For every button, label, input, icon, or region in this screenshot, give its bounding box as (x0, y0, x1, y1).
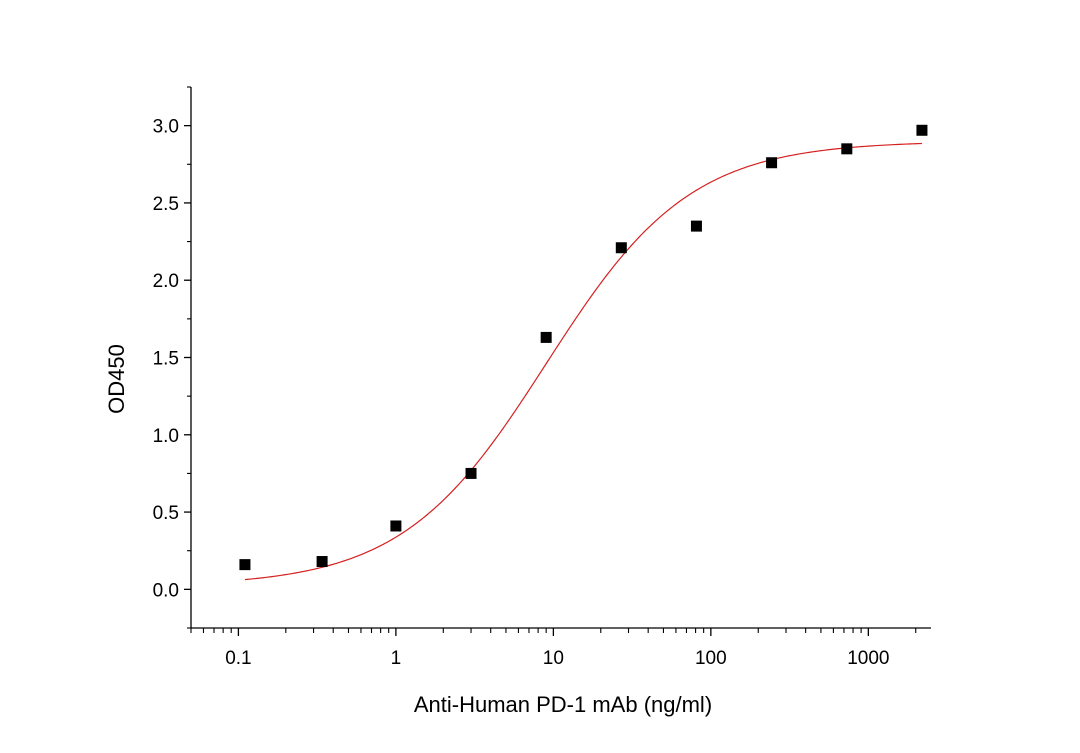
axes: 0.0 0.5 1.0 1.5 2.0 2.5 3.0 0.1 1 10 100 1000 (153, 86, 931, 669)
y-tick-label: 1.0 (153, 426, 179, 447)
data-point (615, 242, 627, 254)
data-point (916, 124, 928, 136)
y-tick-label: 0.5 (153, 503, 179, 524)
x-tick-label: 1 (391, 648, 402, 669)
y-tick-label: 1.5 (153, 349, 179, 370)
y-tick-label: 0.0 (153, 580, 179, 601)
x-tick-label: 100 (695, 648, 727, 669)
data-point (766, 157, 778, 169)
y-tick-label: 2.0 (153, 271, 179, 292)
x-axis-label: Anti-Human PD-1 mAb (ng/ml) (414, 692, 712, 717)
x-tick-label: 10 (543, 648, 564, 669)
data-point (316, 556, 328, 568)
x-tick-label: 0.1 (225, 648, 251, 669)
y-tick-label: 2.5 (153, 194, 179, 215)
y-axis-label: OD450 (104, 344, 129, 414)
data-point (465, 467, 477, 479)
data-point (239, 559, 251, 571)
y-tick-label: 3.0 (153, 117, 179, 138)
data-points-layer (239, 124, 928, 571)
data-point (841, 143, 853, 155)
fit-curve-layer (244, 142, 922, 581)
data-point (390, 520, 402, 532)
data-point (690, 220, 702, 232)
x-tick-label: 1000 (847, 648, 889, 669)
fit-curve-line (244, 142, 922, 581)
data-point (540, 331, 552, 343)
